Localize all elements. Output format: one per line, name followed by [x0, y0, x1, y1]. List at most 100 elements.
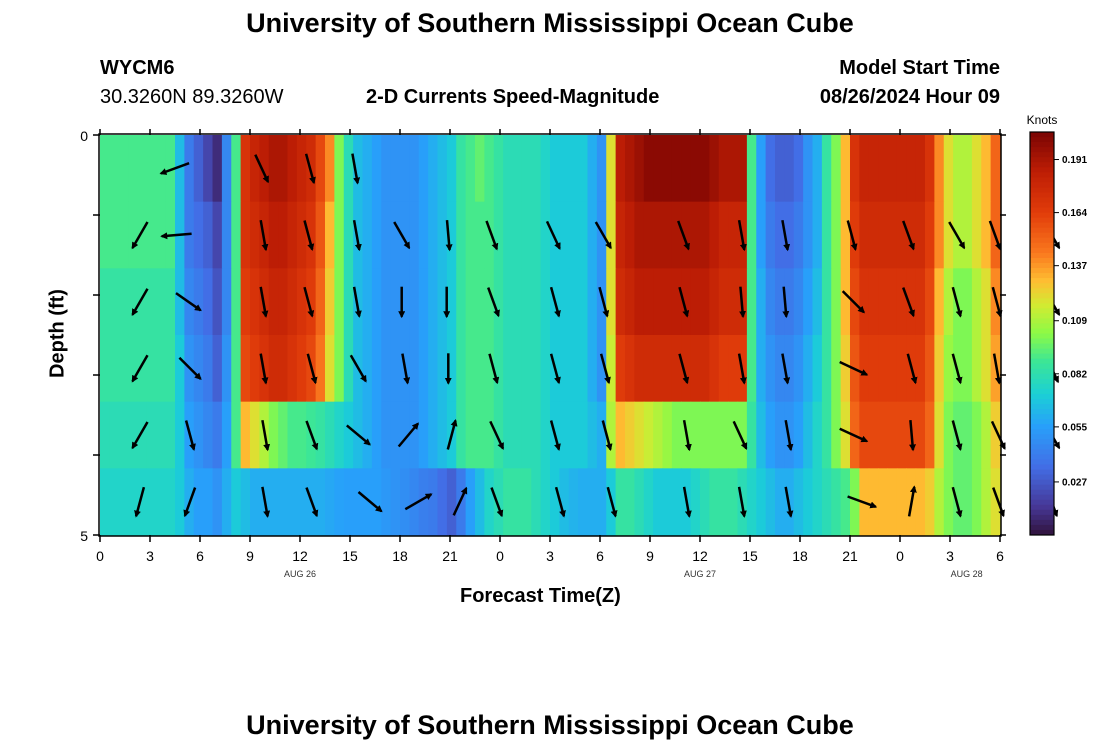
heatmap-cell: [690, 401, 701, 469]
heatmap-cell: [137, 268, 148, 336]
heatmap-cell: [109, 468, 120, 536]
heatmap-cell: [878, 268, 889, 336]
current-arrow: [906, 353, 918, 385]
heatmap-cell: [212, 335, 223, 403]
heatmap-cell: [981, 335, 992, 403]
heatmap-cell: [784, 135, 795, 203]
heatmap-cell: [512, 335, 523, 403]
current-arrow: [902, 220, 915, 251]
heatmap-cell: [962, 268, 973, 336]
heatmap-cell: [521, 335, 532, 403]
colorbar-segment: [1030, 489, 1054, 496]
heatmap-cell: [953, 135, 964, 203]
heatmap-cell: [671, 135, 682, 203]
heatmap-cell: [906, 201, 917, 269]
heatmap-cell: [578, 335, 589, 403]
colorbar-segment: [1030, 358, 1054, 365]
heatmap-cell: [503, 335, 514, 403]
x-tick-label: 3: [546, 548, 554, 564]
x-tick-label: 15: [342, 548, 358, 564]
heatmap-cell: [250, 201, 260, 269]
heatmap-cell: [315, 401, 326, 469]
heatmap-cell: [325, 401, 335, 469]
heatmap-cell: [915, 468, 926, 536]
heatmap-cell: [878, 201, 889, 269]
heatmap-cell: [353, 135, 364, 203]
heatmap-cell: [690, 268, 701, 336]
heatmap-cell: [671, 335, 682, 403]
heatmap-cell: [943, 401, 954, 469]
heatmap-cell: [681, 335, 692, 403]
heatmap-cell: [231, 468, 242, 536]
heatmap-cell: [709, 268, 720, 336]
heatmap-cell: [175, 401, 185, 469]
heatmap-cell: [221, 335, 232, 403]
current-arrow: [254, 154, 270, 184]
current-arrow: [549, 353, 561, 385]
heatmap-cell: [934, 401, 945, 469]
heatmap-cell: [793, 135, 804, 203]
heatmap-cell: [287, 268, 298, 336]
heatmap-cell: [175, 135, 185, 203]
heatmap-cell: [390, 268, 401, 336]
bottom-title: University of Southern Mississippi Ocean…: [246, 710, 854, 740]
current-arrow: [992, 487, 1005, 518]
current-arrow: [739, 286, 747, 319]
heatmap-cell: [878, 335, 889, 403]
heatmap-cell: [615, 468, 626, 536]
colorbar-segment: [1030, 333, 1054, 340]
heatmap-cell: [409, 201, 420, 269]
heatmap-cell: [868, 268, 879, 336]
heatmap-cell: [709, 335, 720, 403]
heatmap-cell: [596, 468, 607, 536]
x-tick-label: 9: [646, 548, 654, 564]
station-id: WYCM6: [100, 57, 175, 79]
heatmap-cell: [296, 468, 307, 536]
heatmap-cell: [250, 401, 260, 469]
heatmap-cell: [775, 401, 785, 469]
heatmap-cell: [343, 268, 354, 336]
current-arrow: [598, 286, 610, 318]
heatmap-cell: [446, 468, 457, 536]
heatmap-cell: [990, 468, 1001, 536]
current-arrow: [907, 485, 917, 517]
heatmap-cell: [625, 201, 635, 269]
heatmap-cell: [400, 201, 410, 269]
heatmap-cell: [859, 135, 870, 203]
heatmap-cell: [343, 135, 354, 203]
heatmap-cell: [156, 401, 167, 469]
heatmap-cell: [765, 268, 776, 336]
heatmap-cell: [915, 268, 926, 336]
colorbar-segment: [1030, 298, 1054, 304]
colorbar-segment: [1030, 444, 1054, 450]
heatmap-cell: [690, 201, 701, 269]
heatmap-cell: [296, 201, 307, 269]
heatmap-cell: [343, 401, 354, 469]
heatmap-cell: [850, 135, 860, 203]
heatmap-cell: [278, 135, 289, 203]
colorbar-segment: [1030, 222, 1054, 229]
current-arrow: [677, 220, 690, 251]
heatmap-cell: [175, 268, 185, 336]
heatmap-cell: [193, 135, 204, 203]
heatmap-cell: [803, 268, 814, 336]
heatmap-cell: [596, 135, 607, 203]
heatmap-cell: [409, 135, 420, 203]
heatmap-cell: [296, 401, 307, 469]
heatmap-cell: [250, 468, 260, 536]
colorbar-segment: [1030, 459, 1054, 465]
heatmap-cell: [240, 468, 251, 536]
heatmap-cell: [325, 468, 335, 536]
heatmap-cell: [503, 268, 514, 336]
heatmap-cell: [746, 401, 757, 469]
heatmap-cell: [540, 201, 551, 269]
current-arrow: [488, 353, 500, 385]
heatmap-cell: [728, 268, 739, 336]
current-arrow: [485, 220, 499, 251]
heatmap-cell: [671, 268, 682, 336]
heatmap-cell: [746, 335, 757, 403]
colorbar-segment: [1030, 167, 1054, 173]
heatmap-cell: [100, 401, 110, 469]
heatmap-cell: [165, 468, 176, 536]
heatmap-cell: [662, 335, 673, 403]
